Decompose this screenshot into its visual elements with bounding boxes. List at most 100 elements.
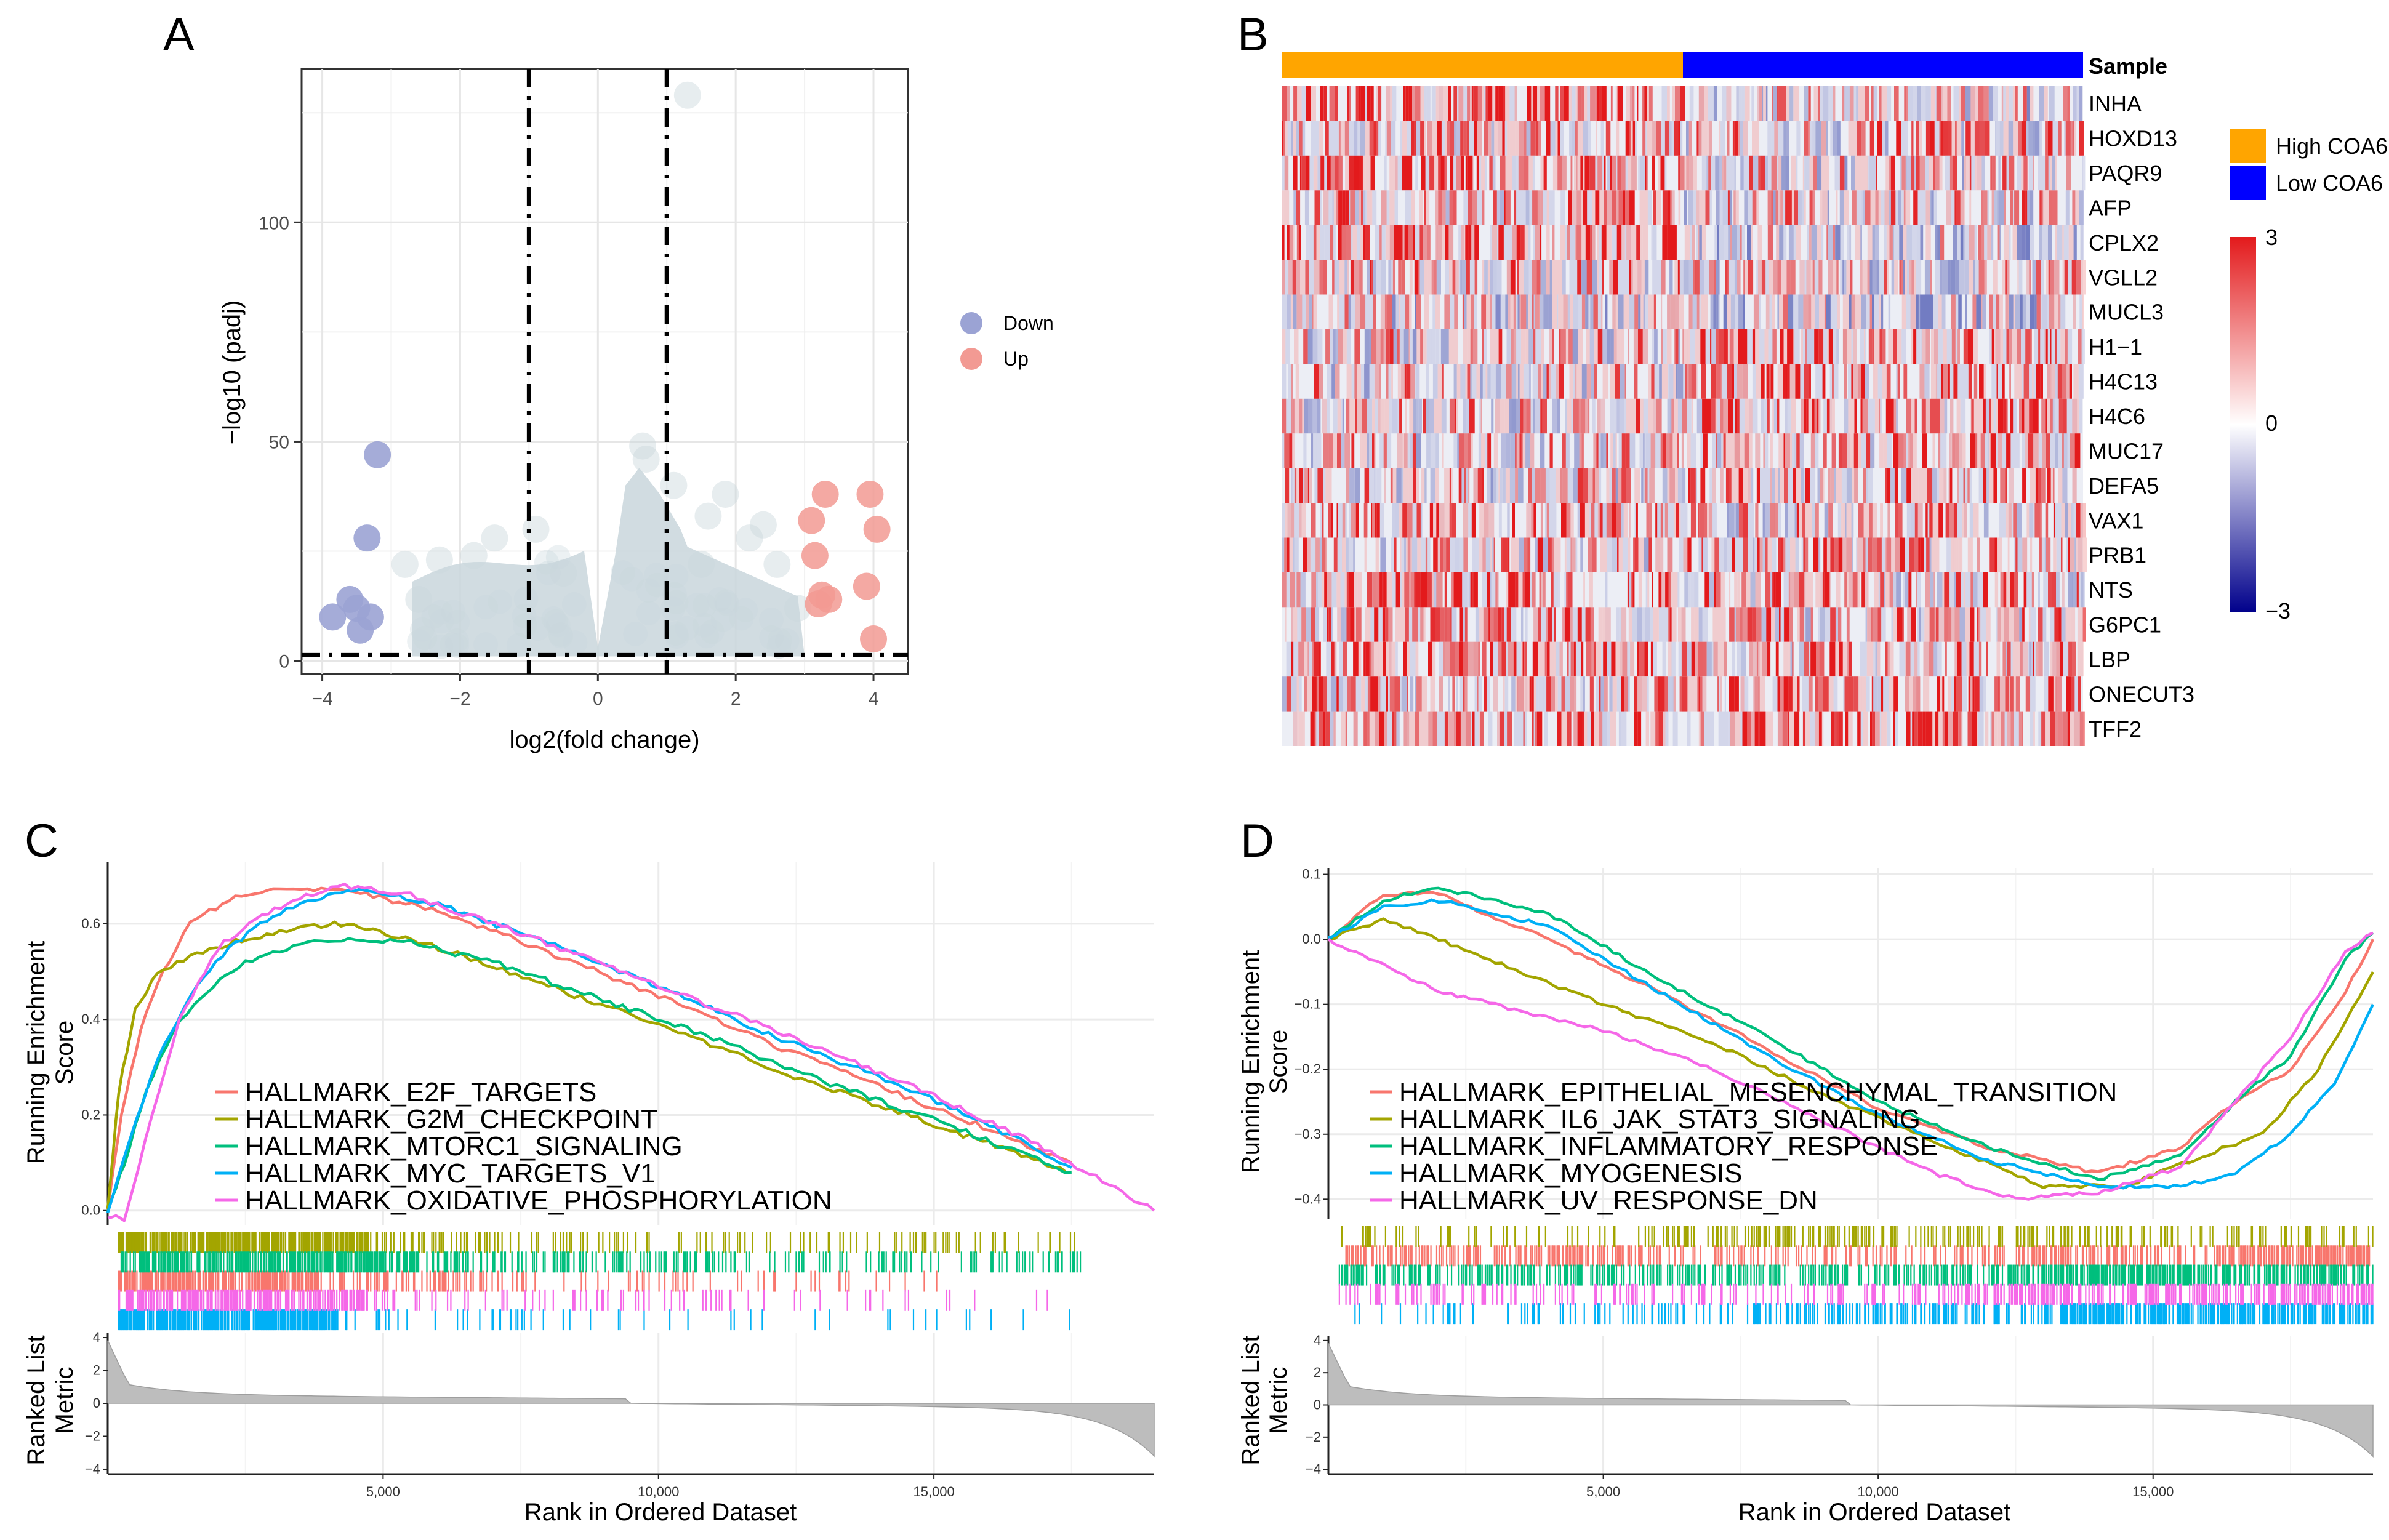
heat-cell xyxy=(1567,294,1570,329)
heat-cell xyxy=(1842,294,1846,329)
heat-cell xyxy=(1704,86,1708,121)
heat-cell xyxy=(2046,225,2048,260)
heat-cell xyxy=(1420,607,1424,642)
heat-cell xyxy=(1673,676,1676,712)
heat-cell xyxy=(1506,225,1512,260)
heat-cell xyxy=(1708,155,1711,191)
heat-cell xyxy=(1945,711,1948,746)
heat-cell xyxy=(1785,155,1789,191)
heat-cell xyxy=(1346,398,1350,434)
heat-cell xyxy=(1588,294,1591,329)
heat-cell xyxy=(1380,537,1386,572)
heat-cell xyxy=(1355,503,1359,538)
heat-cell xyxy=(1823,433,1827,468)
heat-cell xyxy=(1772,676,1778,712)
heat-cell xyxy=(1588,121,1591,156)
heat-cell xyxy=(1320,225,1325,260)
heat-cell xyxy=(1733,329,1738,364)
heat-cell xyxy=(1351,364,1355,399)
heat-cell xyxy=(1679,676,1682,712)
heat-cell xyxy=(1283,121,1285,156)
heat-cell xyxy=(1877,364,1882,399)
heat-cell xyxy=(2062,260,2065,295)
heat-cell xyxy=(1351,294,1355,329)
heat-cell xyxy=(2058,121,2062,156)
heat-cell xyxy=(1851,294,1856,329)
heat-cell xyxy=(1869,260,1873,295)
heat-cell xyxy=(1901,190,1904,225)
heat-cell xyxy=(1997,607,2001,642)
heat-cell xyxy=(1573,468,1578,503)
heat-cell xyxy=(1836,572,1841,608)
heat-cell xyxy=(1814,329,1819,364)
heat-cell xyxy=(1638,155,1640,191)
heat-cell xyxy=(1375,121,1379,156)
legend-high-label: High COA6 xyxy=(2276,134,2388,159)
heat-cell xyxy=(1505,294,1508,329)
heat-cell xyxy=(1351,676,1356,712)
heat-cell xyxy=(1361,190,1363,225)
heat-cell xyxy=(1397,398,1400,434)
heat-cell xyxy=(2033,398,2039,434)
heat-cell xyxy=(1939,155,1943,191)
heat-cell xyxy=(1566,572,1568,608)
heat-cell xyxy=(1960,537,1963,572)
heat-cell xyxy=(1903,364,1908,399)
heat-cell xyxy=(1860,398,1863,434)
heat-cell xyxy=(1804,260,1807,295)
heat-cell xyxy=(1463,121,1467,156)
heat-cell xyxy=(1936,86,1942,121)
heat-cell xyxy=(1629,572,1631,608)
heat-cell xyxy=(1987,190,1989,225)
heat-cell xyxy=(1806,711,1810,746)
heat-cell xyxy=(1807,329,1813,364)
heat-cell xyxy=(1672,433,1677,468)
heat-cell xyxy=(1822,364,1826,399)
heat-cell xyxy=(1935,190,1937,225)
heat-cell xyxy=(1508,641,1514,677)
heat-cell xyxy=(1369,468,1375,503)
heat-cell xyxy=(1866,433,1871,468)
heat-cell xyxy=(1913,190,1918,225)
heat-cell xyxy=(1503,676,1505,712)
heat-cell xyxy=(1757,260,1762,295)
heat-cell xyxy=(1676,364,1678,399)
heat-cell xyxy=(1458,433,1464,468)
heat-cell xyxy=(1518,676,1524,712)
heat-cell xyxy=(1802,676,1804,712)
heat-cell xyxy=(1433,503,1437,538)
heat-cell xyxy=(1789,711,1794,746)
heat-cell xyxy=(2047,121,2053,156)
heat-cell xyxy=(1389,155,1395,191)
heat-cell xyxy=(1941,121,1943,156)
heat-cell xyxy=(1774,121,1778,156)
heat-cell xyxy=(1314,711,1317,746)
gene-label: AFP xyxy=(2089,195,2132,220)
heat-cell xyxy=(1592,398,1596,434)
heat-cell xyxy=(1951,329,1956,364)
heat-cell xyxy=(1472,537,1475,572)
heat-cell xyxy=(1712,607,1716,642)
heat-cell xyxy=(1949,364,1954,399)
heat-cell xyxy=(1917,641,1920,677)
heat-cell xyxy=(1922,433,1927,468)
heat-cell xyxy=(1898,503,1903,538)
heat-cell xyxy=(2028,607,2031,642)
heat-cell xyxy=(1513,294,1516,329)
x-tick-label: 2 xyxy=(731,689,741,709)
heat-cell xyxy=(1420,503,1423,538)
heat-cell xyxy=(1485,155,1487,191)
heat-cell xyxy=(1533,225,1535,260)
heat-cell xyxy=(1299,398,1303,434)
heat-cell xyxy=(1637,711,1642,746)
heat-cell xyxy=(1523,364,1529,399)
heat-cell xyxy=(1549,260,1552,295)
heat-cell xyxy=(1844,190,1849,225)
heat-cell xyxy=(1759,294,1761,329)
heat-cell xyxy=(1309,641,1313,677)
heat-cell xyxy=(2040,364,2043,399)
heat-cell xyxy=(2022,190,2026,225)
heat-cell xyxy=(1948,676,1951,712)
heat-cell xyxy=(1765,537,1768,572)
heat-cell xyxy=(1616,190,1619,225)
